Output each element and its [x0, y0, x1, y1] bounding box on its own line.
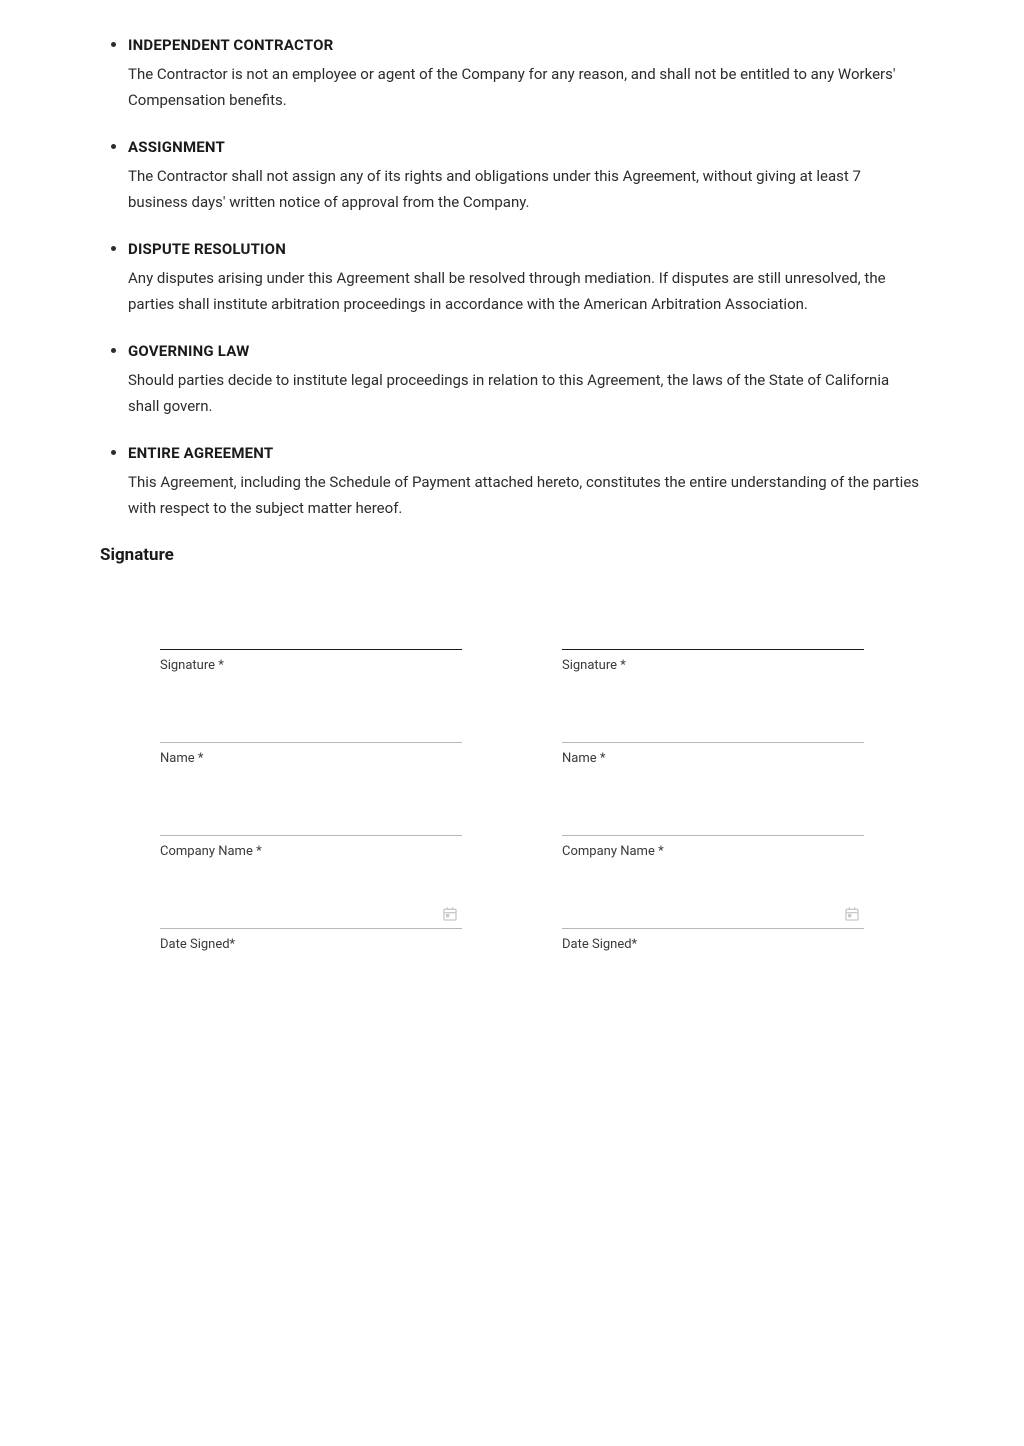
- date-label: Date Signed*: [160, 937, 462, 952]
- signature-field-right: Signature *: [562, 620, 864, 673]
- term-item: DISPUTE RESOLUTION Any disputes arising …: [128, 239, 924, 317]
- company-input[interactable]: [562, 806, 864, 835]
- term-item: INDEPENDENT CONTRACTOR The Contractor is…: [128, 35, 924, 113]
- signature-label: Signature *: [562, 658, 864, 673]
- term-item: ENTIRE AGREEMENT This Agreement, includi…: [128, 443, 924, 521]
- term-heading: GOVERNING LAW: [128, 342, 924, 360]
- calendar-icon[interactable]: [442, 906, 458, 922]
- term-heading: DISPUTE RESOLUTION: [128, 240, 924, 258]
- name-field-left: Name *: [160, 713, 462, 766]
- signature-section-heading: Signature: [100, 545, 924, 565]
- signature-line[interactable]: [562, 620, 864, 650]
- signature-input[interactable]: [562, 620, 864, 649]
- term-item: ASSIGNMENT The Contractor shall not assi…: [128, 137, 924, 215]
- name-field-right: Name *: [562, 713, 864, 766]
- company-input[interactable]: [160, 806, 462, 835]
- name-label: Name *: [160, 751, 462, 766]
- date-line[interactable]: [562, 899, 864, 929]
- company-line[interactable]: [160, 806, 462, 836]
- signature-field-left: Signature *: [160, 620, 462, 673]
- company-field-right: Company Name *: [562, 806, 864, 859]
- term-body: Any disputes arising under this Agreemen…: [128, 266, 924, 317]
- signature-input[interactable]: [160, 620, 462, 649]
- term-body: The Contractor shall not assign any of i…: [128, 164, 924, 215]
- date-field-left: Date Signed*: [160, 899, 462, 952]
- date-field-right: Date Signed*: [562, 899, 864, 952]
- term-body: This Agreement, including the Schedule o…: [128, 470, 924, 521]
- signature-label: Signature *: [160, 658, 462, 673]
- date-input[interactable]: [160, 899, 462, 928]
- name-input[interactable]: [562, 713, 864, 742]
- term-heading: ENTIRE AGREEMENT: [128, 444, 924, 462]
- name-label: Name *: [562, 751, 864, 766]
- term-item: GOVERNING LAW Should parties decide to i…: [128, 341, 924, 419]
- date-input[interactable]: [562, 899, 864, 928]
- term-heading: ASSIGNMENT: [128, 138, 924, 156]
- date-line[interactable]: [160, 899, 462, 929]
- terms-list: INDEPENDENT CONTRACTOR The Contractor is…: [100, 35, 924, 521]
- term-heading: INDEPENDENT CONTRACTOR: [128, 36, 924, 54]
- term-body: The Contractor is not an employee or age…: [128, 62, 924, 113]
- company-label: Company Name *: [562, 844, 864, 859]
- date-label: Date Signed*: [562, 937, 864, 952]
- company-label: Company Name *: [160, 844, 462, 859]
- company-line[interactable]: [562, 806, 864, 836]
- term-body: Should parties decide to institute legal…: [128, 368, 924, 419]
- signature-line[interactable]: [160, 620, 462, 650]
- signature-grid: Signature * Signature * Name * Name * Co…: [100, 620, 924, 952]
- name-input[interactable]: [160, 713, 462, 742]
- calendar-icon[interactable]: [844, 906, 860, 922]
- name-line[interactable]: [160, 713, 462, 743]
- name-line[interactable]: [562, 713, 864, 743]
- company-field-left: Company Name *: [160, 806, 462, 859]
